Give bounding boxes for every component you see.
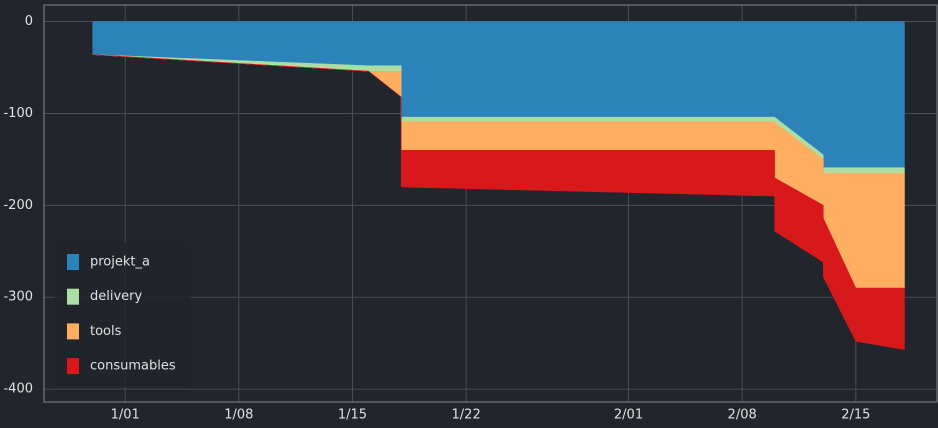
x-tick-label: 2/08 [728,408,757,423]
y-tick-label: -300 [3,290,33,305]
plot-frame [43,4,938,403]
x-tick-label: 2/15 [841,408,870,423]
x-tick-label: 1/15 [338,408,367,423]
legend-label: tools [90,324,122,339]
legend-swatch [67,323,79,340]
x-tick-label: 1/08 [224,408,253,423]
legend-swatch [67,254,79,270]
legend-label: delivery [90,289,143,304]
legend-swatch [67,358,79,375]
legend-label: consumables [90,359,176,374]
y-tick-label: -100 [3,106,33,121]
y-tick-label: -200 [3,198,33,213]
x-tick-label: 2/01 [614,408,643,423]
x-tick-label: 1/22 [452,408,481,423]
legend-label: projekt_a [90,255,150,270]
area [92,54,905,350]
x-tick-label: 1/01 [111,408,140,423]
y-tick-label: 0 [25,14,33,29]
legend-swatch [67,288,79,305]
y-tick-label: -400 [3,382,33,397]
